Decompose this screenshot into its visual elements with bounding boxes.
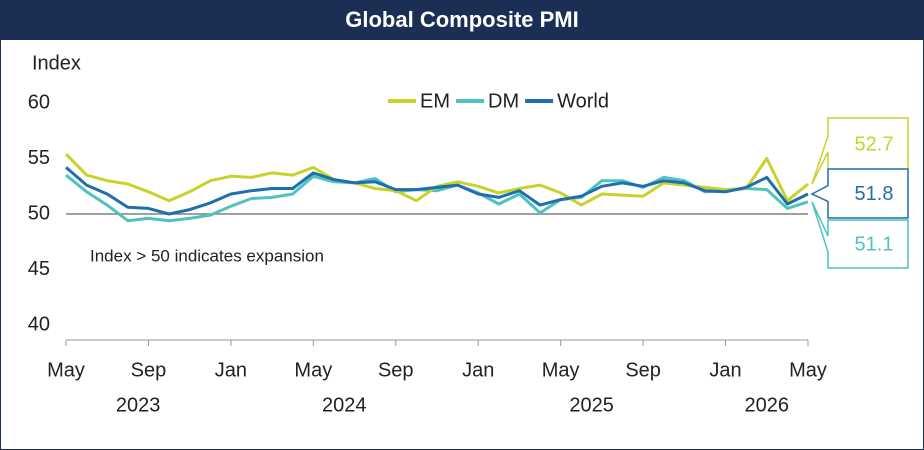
y-axis-label: Index xyxy=(32,52,81,74)
title-bar xyxy=(0,0,924,40)
legend-label: World xyxy=(557,90,609,112)
x-year-label: 2024 xyxy=(322,394,367,416)
annotation: Index > 50 indicates expansion xyxy=(90,246,324,265)
series-line xyxy=(65,173,809,223)
x-year-label: 2023 xyxy=(116,394,161,416)
x-tick-label: May xyxy=(47,359,85,381)
y-tick-label: 45 xyxy=(28,258,50,280)
series-line xyxy=(65,166,809,216)
y-tick-label: 55 xyxy=(28,147,50,169)
callout xyxy=(810,168,909,219)
x-year-label: 2025 xyxy=(569,394,614,416)
y-tick-label: 60 xyxy=(28,91,50,113)
end-value-label: 52.7 xyxy=(855,133,894,155)
end-value-label: 51.1 xyxy=(855,233,894,255)
chart-title: Global Composite PMI xyxy=(345,7,578,32)
y-tick-label: 40 xyxy=(28,313,50,335)
x-tick-label: Sep xyxy=(131,359,167,381)
end-value-label: 51.8 xyxy=(855,183,894,205)
x-tick-label: Jan xyxy=(215,359,247,381)
callout xyxy=(811,117,909,185)
y-tick-label: 50 xyxy=(28,202,50,224)
x-tick-label: Jan xyxy=(709,359,741,381)
legend-label: EM xyxy=(420,90,450,112)
x-tick-label: May xyxy=(542,359,580,381)
x-year-label: 2026 xyxy=(745,394,790,416)
x-tick-label: Sep xyxy=(378,359,414,381)
x-tick-label: Jan xyxy=(462,359,494,381)
callout xyxy=(811,201,909,269)
x-tick-label: May xyxy=(789,359,827,381)
legend-label: DM xyxy=(488,90,519,112)
x-tick-label: Sep xyxy=(625,359,661,381)
x-tick-label: May xyxy=(294,359,332,381)
